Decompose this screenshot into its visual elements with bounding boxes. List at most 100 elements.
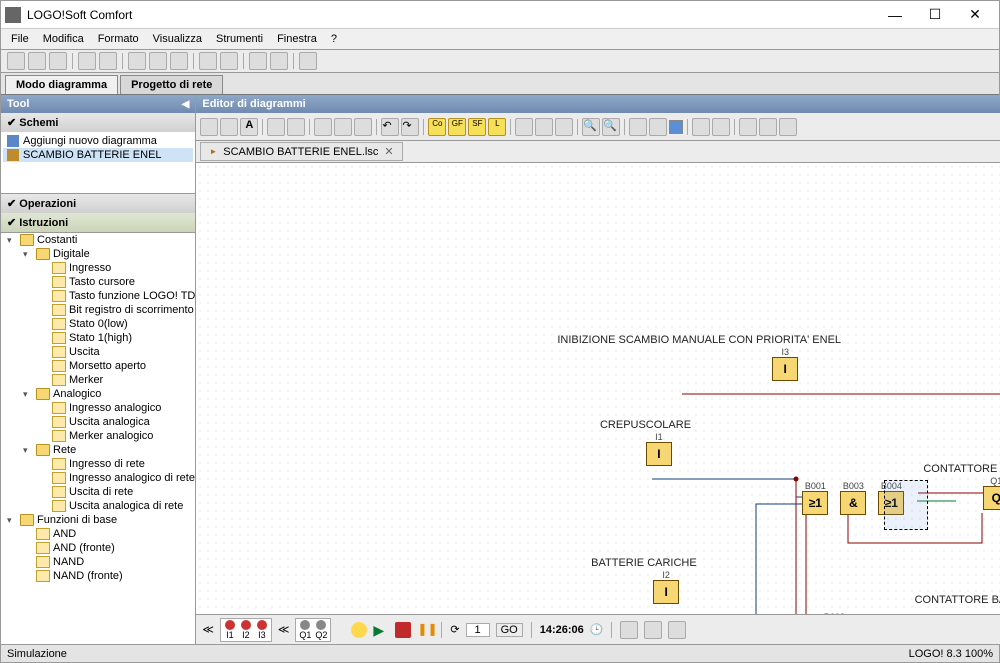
tree-node[interactable]: ▾Funzioni di base [1, 513, 195, 527]
sim-tool[interactable] [668, 621, 686, 639]
toolbar-button[interactable] [220, 52, 238, 70]
tool-button[interactable] [692, 118, 710, 136]
tree-node[interactable]: NAND (fronte) [1, 569, 195, 583]
sim-output[interactable]: Q2 [314, 620, 328, 640]
sim-outputs[interactable]: Q1Q2 [295, 618, 331, 642]
main-tab[interactable]: Progetto di rete [120, 75, 223, 94]
layout-button[interactable] [555, 118, 573, 136]
toolbar-button[interactable] [28, 52, 46, 70]
sim-rewind-button[interactable]: ≪ [202, 623, 214, 636]
tree-node[interactable]: ▾Rete [1, 443, 195, 457]
close-button[interactable]: ✕ [955, 2, 995, 28]
color-picker[interactable] [669, 120, 683, 134]
tool-button[interactable] [334, 118, 352, 136]
menu-file[interactable]: File [5, 31, 35, 47]
tool-text[interactable]: A [240, 118, 258, 136]
tree-node[interactable]: Tasto cursore [1, 275, 195, 289]
toolbar-button[interactable] [49, 52, 67, 70]
main-tab[interactable]: Modo diagramma [5, 75, 118, 94]
schemi-item[interactable]: Aggiungi nuovo diagramma [3, 134, 193, 148]
close-tab-icon[interactable]: ✕ [384, 145, 393, 158]
layout-button[interactable] [515, 118, 533, 136]
tree-node[interactable]: Stato 1(high) [1, 331, 195, 345]
schemi-item[interactable]: SCAMBIO BATTERIE ENEL [3, 148, 193, 162]
tool-co[interactable]: Co [428, 118, 446, 136]
collapse-arrow-icon[interactable]: ◀ [182, 99, 190, 110]
tree-node[interactable]: Ingresso analogico di rete [1, 471, 195, 485]
tool-button[interactable] [287, 118, 305, 136]
layout-button[interactable] [535, 118, 553, 136]
tool-l[interactable]: L [488, 118, 506, 136]
power-icon[interactable] [351, 622, 367, 638]
sim-rewind-button[interactable]: ≪ [278, 623, 290, 636]
toolbar-button[interactable] [199, 52, 217, 70]
toolbar-button[interactable] [149, 52, 167, 70]
istruzioni-header[interactable]: ✔ Istruzioni [1, 213, 195, 232]
menu-formato[interactable]: Formato [92, 31, 145, 47]
go-button[interactable]: GO [496, 623, 523, 637]
tool-button[interactable] [649, 118, 667, 136]
tool-select[interactable] [200, 118, 218, 136]
tree-node[interactable]: AND (fronte) [1, 541, 195, 555]
toolbar-button[interactable] [7, 52, 25, 70]
sim-input[interactable]: I1 [223, 620, 237, 640]
toolbar-button[interactable] [249, 52, 267, 70]
operazioni-header[interactable]: ✔ Operazioni [1, 194, 195, 213]
toolbar-button[interactable] [270, 52, 288, 70]
tool-button[interactable] [712, 118, 730, 136]
tree-node[interactable]: Ingresso di rete [1, 457, 195, 471]
tool-panel-header[interactable]: Tool ◀ [1, 95, 195, 113]
toolbar-button[interactable] [170, 52, 188, 70]
tree-node[interactable]: Merker [1, 373, 195, 387]
minimize-button[interactable]: — [875, 2, 915, 28]
tool-gf[interactable]: GF [448, 118, 466, 136]
tool-button[interactable] [779, 118, 797, 136]
toolbar-button[interactable] [99, 52, 117, 70]
sim-input[interactable]: I2 [239, 620, 253, 640]
pause-button[interactable]: ❚❚ [417, 622, 433, 638]
toolbar-button[interactable] [299, 52, 317, 70]
step-button[interactable]: ⟳ [450, 623, 459, 636]
menu-strumenti[interactable]: Strumenti [210, 31, 269, 47]
sim-inputs[interactable]: I1I2I3 [220, 618, 272, 642]
tool-button[interactable] [314, 118, 332, 136]
tree-node[interactable]: Uscita analogica di rete [1, 499, 195, 513]
tool-button[interactable] [267, 118, 285, 136]
redo-button[interactable]: ↷ [401, 118, 419, 136]
block-i3[interactable]: INIBIZIONE SCAMBIO MANUALE CON PRIORITA'… [643, 334, 927, 381]
maximize-button[interactable]: ☐ [915, 2, 955, 28]
tree-node[interactable]: NAND [1, 555, 195, 569]
sim-output[interactable]: Q1 [298, 620, 312, 640]
menu-visualizza[interactable]: Visualizza [147, 31, 208, 47]
tree-node[interactable]: ▾Digitale [1, 247, 195, 261]
block-i2[interactable]: BATTERIE CARICHEI2I [613, 557, 719, 604]
tool-button[interactable] [629, 118, 647, 136]
tree-node[interactable]: Uscita [1, 345, 195, 359]
tree-node[interactable]: Tasto funzione LOGO! TD [1, 289, 195, 303]
stop-button[interactable] [395, 622, 411, 638]
tree-node[interactable]: Stato 0(low) [1, 317, 195, 331]
toolbar-button[interactable] [128, 52, 146, 70]
undo-button[interactable]: ↶ [381, 118, 399, 136]
play-button[interactable]: ▶ [373, 622, 389, 638]
zoom-in-icon[interactable]: 🔍 [582, 118, 600, 136]
menu-?[interactable]: ? [325, 31, 343, 47]
tree-node[interactable]: Ingresso analogico [1, 401, 195, 415]
sim-tool[interactable] [644, 621, 662, 639]
clock-config-icon[interactable]: 🕒 [590, 623, 604, 636]
block-q1[interactable]: CONTATTORE ENELQ1Q [943, 463, 1000, 510]
tree-node[interactable]: Merker analogico [1, 429, 195, 443]
canvas-viewport[interactable]: INIBIZIONE SCAMBIO MANUALE CON PRIORITA'… [196, 163, 1000, 614]
schemi-panel-header[interactable]: ✔ Schemi [1, 113, 195, 132]
diagram-canvas[interactable]: INIBIZIONE SCAMBIO MANUALE CON PRIORITA'… [196, 163, 1000, 614]
tree-node[interactable]: ▾Costanti [1, 233, 195, 247]
instruction-tree[interactable]: ▾Costanti▾DigitaleIngressoTasto cursoreT… [1, 232, 195, 644]
block-b003[interactable]: B003& [840, 481, 866, 515]
tree-node[interactable]: Uscita di rete [1, 485, 195, 499]
block-q2[interactable]: CONTATTORE BATTERIEQ2Q [943, 594, 1000, 614]
tree-node[interactable]: Bit registro di scorrimento [1, 303, 195, 317]
tool-button[interactable] [739, 118, 757, 136]
block-b001[interactable]: B001≥1 [802, 481, 828, 515]
step-count-input[interactable] [466, 623, 490, 637]
tree-node[interactable]: AND [1, 527, 195, 541]
